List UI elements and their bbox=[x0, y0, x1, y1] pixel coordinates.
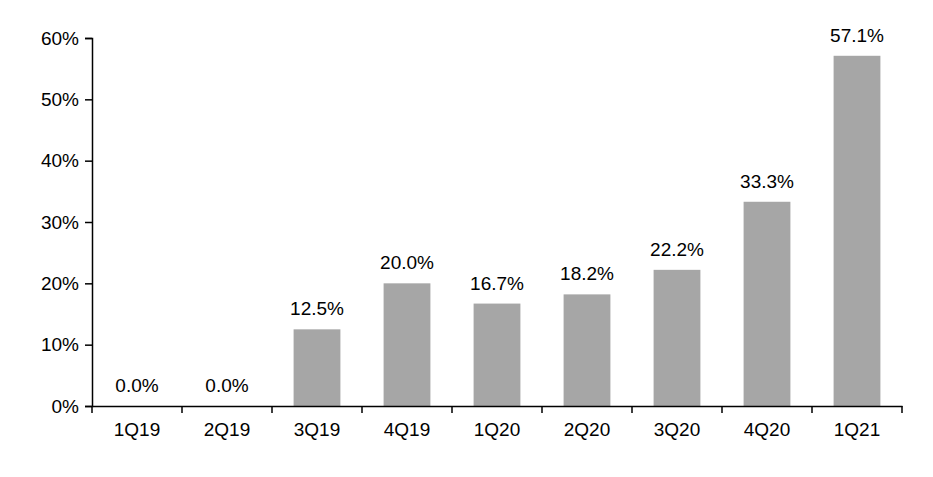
x-axis-line bbox=[93, 406, 903, 408]
y-tick-mark bbox=[85, 222, 92, 224]
category-separator bbox=[91, 406, 93, 413]
category-separator bbox=[271, 406, 273, 413]
data-label: 18.2% bbox=[560, 263, 614, 284]
y-tick-label: 0% bbox=[52, 396, 80, 417]
x-tick: 3Q20 bbox=[654, 419, 700, 440]
y-tick: 30% bbox=[41, 212, 92, 233]
x-tick-label: 2Q19 bbox=[204, 419, 250, 440]
y-tick-label: 30% bbox=[41, 212, 79, 233]
bar bbox=[294, 329, 341, 406]
x-tick-label: 1Q20 bbox=[474, 419, 520, 440]
x-tick: 2Q19 bbox=[204, 419, 250, 440]
x-tick: 1Q20 bbox=[474, 419, 520, 440]
data-label: 22.2% bbox=[650, 239, 704, 260]
y-tick-mark bbox=[85, 99, 92, 101]
data-label: 0.0% bbox=[205, 375, 248, 396]
bars bbox=[294, 56, 881, 406]
x-tick-label: 1Q19 bbox=[114, 419, 160, 440]
data-label: 16.7% bbox=[470, 273, 524, 294]
y-tick: 10% bbox=[41, 334, 92, 355]
category-separator bbox=[541, 406, 543, 413]
category-separator bbox=[451, 406, 453, 413]
y-axis-line bbox=[85, 39, 93, 407]
y-tick-label: 10% bbox=[41, 334, 79, 355]
y-tick-label: 40% bbox=[41, 150, 79, 171]
x-tick: 1Q21 bbox=[834, 419, 880, 440]
data-label: 0.0% bbox=[115, 375, 158, 396]
bar bbox=[564, 294, 611, 406]
y-tick-label: 20% bbox=[41, 273, 79, 294]
category-separators bbox=[92, 406, 902, 413]
data-label: 12.5% bbox=[290, 298, 344, 319]
y-tick-mark bbox=[85, 344, 92, 346]
x-tick: 1Q19 bbox=[114, 419, 160, 440]
x-tick: 2Q20 bbox=[564, 419, 610, 440]
bar bbox=[744, 202, 791, 406]
bar bbox=[834, 56, 881, 406]
bar bbox=[654, 270, 701, 406]
plot: 0% 10% 20% 30% 40% 50% 60% 1Q19 2Q19 3Q19 4Q19 1Q20… bbox=[41, 25, 903, 441]
y-tick-mark bbox=[85, 406, 92, 408]
x-tick: 3Q19 bbox=[294, 419, 340, 440]
y-tick: 0% bbox=[52, 396, 92, 417]
bar bbox=[384, 283, 431, 406]
y-tick: 50% bbox=[41, 89, 92, 110]
y-tick: 20% bbox=[41, 273, 92, 294]
category-separator bbox=[721, 406, 723, 413]
category-separator bbox=[811, 406, 813, 413]
data-label: 57.1% bbox=[830, 25, 884, 46]
category-separator bbox=[631, 406, 633, 413]
data-label: 33.3% bbox=[740, 171, 794, 192]
x-tick-label: 2Q20 bbox=[564, 419, 610, 440]
x-tick-label: 4Q20 bbox=[744, 419, 790, 440]
chart: 0% 10% 20% 30% 40% 50% 60% 1Q19 2Q19 3Q19 4Q19 1Q20… bbox=[0, 0, 933, 477]
bar bbox=[474, 304, 521, 406]
y-tick-label: 60% bbox=[41, 28, 79, 49]
y-tick-mark bbox=[85, 160, 92, 162]
x-tick-label: 1Q21 bbox=[834, 419, 880, 440]
y-tick: 60% bbox=[41, 28, 92, 49]
x-axis: 1Q19 2Q19 3Q19 4Q19 1Q20 2Q20 3Q20 4Q20 1Q21 bbox=[92, 406, 903, 440]
x-tick: 4Q20 bbox=[744, 419, 790, 440]
x-tick-label: 4Q19 bbox=[384, 419, 430, 440]
category-separator bbox=[901, 406, 903, 413]
y-tick-mark bbox=[85, 283, 92, 285]
y-axis: 0% 10% 20% 30% 40% 50% 60% bbox=[41, 28, 93, 417]
x-tick: 4Q19 bbox=[384, 419, 430, 440]
y-tick-label: 50% bbox=[41, 89, 79, 110]
data-labels: 0.0% 0.0% 12.5% 20.0% 16.7% 18.2% 22.2% 33.3% 57… bbox=[115, 25, 884, 396]
category-separator bbox=[361, 406, 363, 413]
category-separator bbox=[181, 406, 183, 413]
y-tick: 40% bbox=[41, 150, 92, 171]
data-label: 20.0% bbox=[380, 252, 434, 273]
x-tick-label: 3Q20 bbox=[654, 419, 700, 440]
x-tick-label: 3Q19 bbox=[294, 419, 340, 440]
y-tick-mark bbox=[85, 38, 92, 40]
